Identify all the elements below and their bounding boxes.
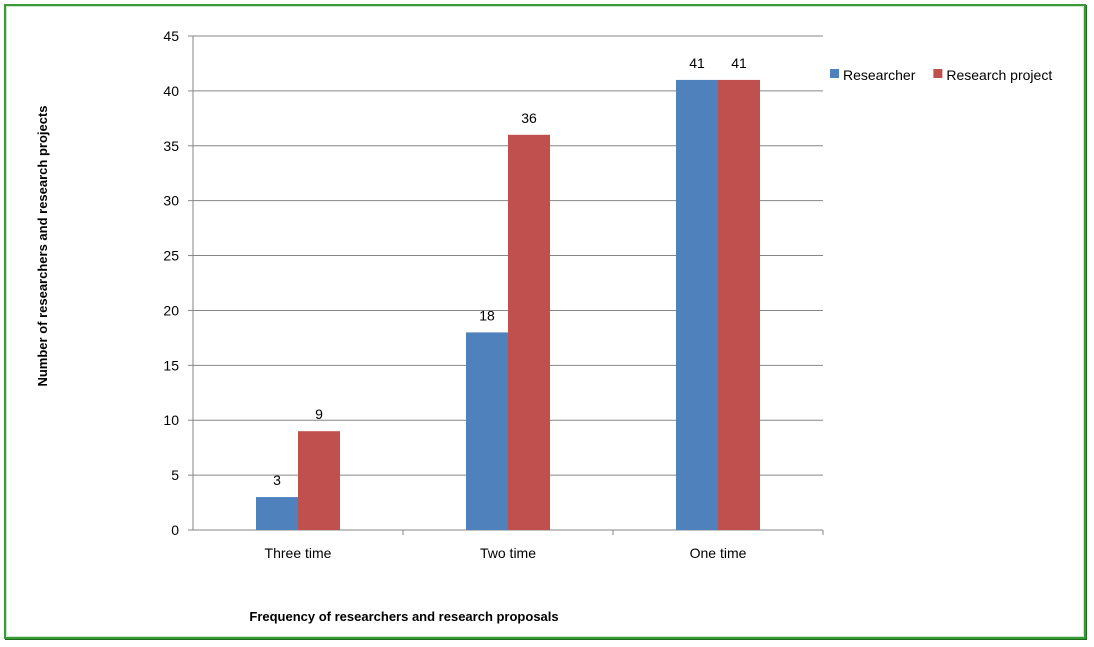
data-label: 41 (689, 55, 705, 71)
y-axis-title: Number of researchers and research proje… (35, 105, 50, 386)
legend: Researcher Research project (830, 67, 1052, 83)
data-label: 9 (315, 406, 323, 422)
y-axis: 0 5 10 15 20 25 30 35 40 45 (163, 28, 194, 538)
y-tick-label: 0 (171, 522, 179, 538)
bar (718, 79, 760, 531)
y-tick-label: 30 (163, 193, 179, 209)
legend-swatch (830, 69, 839, 78)
x-tick-label: Two time (480, 545, 536, 561)
bar (256, 497, 298, 530)
legend-label: Research project (946, 67, 1052, 83)
bar (298, 431, 340, 530)
bar (466, 332, 508, 530)
y-tick-label: 45 (163, 28, 179, 44)
bar (676, 79, 718, 531)
y-tick-label: 35 (163, 138, 179, 154)
y-tick-label: 40 (163, 83, 179, 99)
data-label: 36 (521, 110, 537, 126)
data-label: 3 (273, 472, 281, 488)
bar (508, 134, 550, 531)
legend-swatch (933, 69, 943, 78)
bars (256, 79, 760, 531)
x-tick-label: Three time (265, 545, 332, 561)
y-tick-label: 10 (163, 412, 179, 428)
x-axis-title: Frequency of researchers and research pr… (249, 609, 558, 624)
data-label: 18 (479, 307, 495, 323)
data-labels: 3 9 18 36 41 41 (273, 55, 747, 488)
y-tick-label: 25 (163, 248, 179, 264)
x-tick-label: One time (690, 545, 747, 561)
y-tick-label: 15 (163, 357, 179, 373)
legend-label: Researcher (843, 67, 916, 83)
y-tick-label: 5 (171, 467, 179, 483)
data-label: 41 (731, 55, 747, 71)
y-tick-label: 20 (163, 302, 179, 318)
x-axis: Three time Two time One time (193, 529, 824, 561)
